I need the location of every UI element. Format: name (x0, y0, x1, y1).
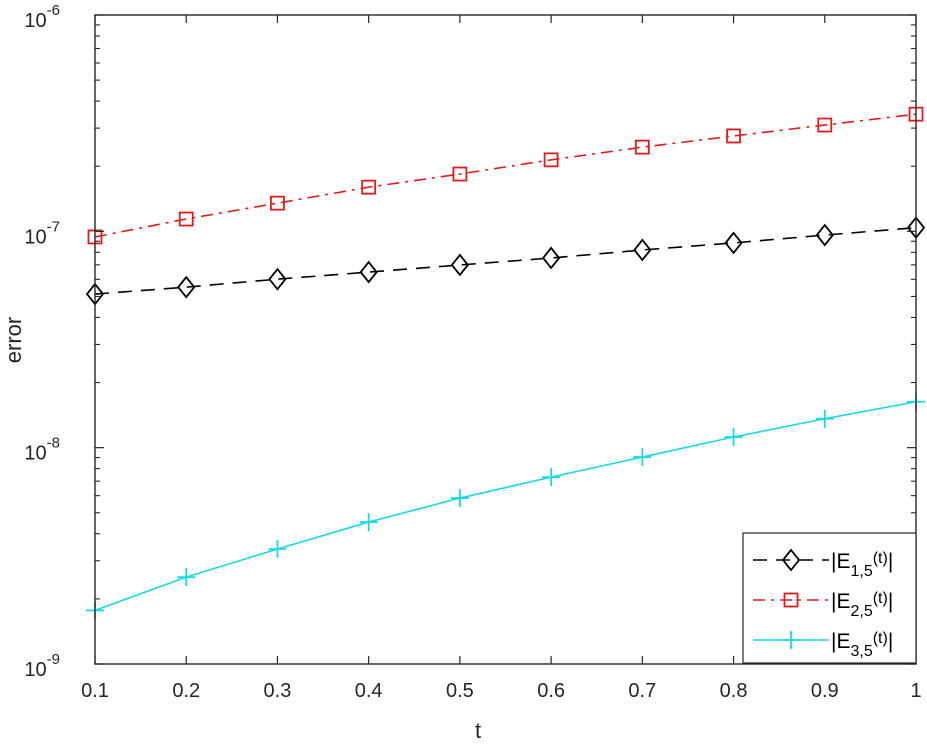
square-marker-icon (270, 195, 285, 211)
y-tick-label: 10-8 (24, 435, 60, 465)
plus-marker-icon (359, 513, 378, 532)
square-marker-icon (452, 166, 468, 182)
legend-entry-2: |E2,5(t)| (753, 590, 893, 620)
x-axis-ticks: 0.1 0.2 0.3 0.4 0.5 0.6 0.7 0.8 0.9 1 (81, 15, 922, 702)
y-axis-label: error (1, 317, 26, 363)
legend-label: |E2,5(t)| (831, 590, 893, 620)
plus-marker-icon (177, 568, 196, 587)
plus-marker-icon (633, 448, 652, 467)
legend-label: |E1,5(t)| (831, 550, 893, 580)
square-marker-icon (817, 117, 833, 133)
legend-label: |E3,5(t)| (831, 630, 893, 660)
diamond-marker-icon (781, 548, 801, 572)
diamond-marker-icon (359, 260, 378, 284)
plus-marker-icon (815, 409, 834, 428)
y-tick-label: 10-9 (24, 651, 60, 681)
legend-box (742, 532, 917, 664)
series-line (94, 400, 917, 612)
diamond-marker-icon (268, 267, 287, 291)
axes-box (94, 14, 917, 665)
square-marker-icon (361, 179, 377, 195)
diamond-marker-icon (177, 275, 196, 299)
plus-marker-icon (782, 631, 800, 649)
y-axis-ticks: 10-6 10-7 10-8 10-9 (24, 2, 916, 681)
series-2 (87, 106, 924, 245)
plus-marker-icon (542, 468, 561, 487)
y-tick-label: 10-7 (24, 218, 60, 248)
x-tick-label: 0.2 (172, 680, 200, 702)
diamond-marker-icon (815, 223, 834, 247)
plus-marker-icon (724, 428, 743, 447)
square-marker-icon (783, 592, 799, 608)
square-marker-icon (634, 139, 650, 155)
legend-entry-3: |E3,5(t)| (753, 630, 893, 660)
square-marker-icon (543, 152, 559, 168)
legend-entry-1: |E1,5(t)| (753, 548, 893, 580)
plus-marker-icon (450, 489, 469, 508)
x-tick-label: 1 (910, 680, 921, 702)
diamond-marker-icon (633, 238, 652, 262)
y-tick-label: 10-6 (24, 2, 60, 32)
x-axis-label: t (475, 718, 481, 743)
diamond-marker-icon (724, 231, 743, 255)
square-marker-icon (726, 128, 741, 144)
diamond-marker-icon (450, 253, 470, 277)
series-3 (86, 392, 925, 620)
x-tick-label: 0.6 (537, 680, 565, 702)
diamond-marker-icon (541, 246, 561, 270)
x-tick-label: 0.9 (811, 680, 839, 702)
plus-marker-icon (268, 540, 287, 559)
series-line (94, 113, 917, 238)
x-tick-label: 0.5 (446, 680, 474, 702)
x-tick-label: 0.3 (264, 680, 292, 702)
square-marker-icon (178, 211, 194, 227)
x-tick-label: 0.7 (628, 680, 656, 702)
x-tick-label: 0.4 (355, 680, 383, 702)
x-tick-label: 0.1 (81, 680, 109, 702)
axes-frame (94, 14, 917, 665)
x-tick-label: 0.8 (720, 680, 748, 702)
legend: |E1,5(t)| |E2,5(t)| |E3,5(t)| (742, 532, 917, 664)
